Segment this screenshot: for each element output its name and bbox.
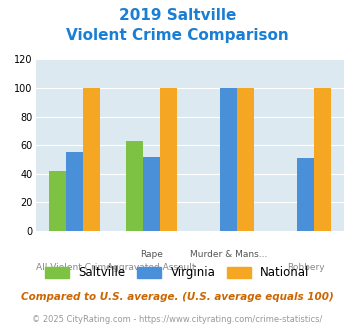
Text: Compared to U.S. average. (U.S. average equals 100): Compared to U.S. average. (U.S. average … [21,292,334,302]
Text: All Violent Crime: All Violent Crime [36,263,112,272]
Bar [83,88,100,231]
Text: Violent Crime Comparison: Violent Crime Comparison [66,28,289,43]
Bar [66,152,83,231]
Bar [237,88,254,231]
Bar [143,157,160,231]
Legend: Saltville, Virginia, National: Saltville, Virginia, National [41,262,314,284]
Text: Murder & Mans...: Murder & Mans... [190,250,267,259]
Bar [220,88,237,231]
Text: Robbery: Robbery [287,263,324,272]
Bar [297,158,314,231]
Text: 2019 Saltville: 2019 Saltville [119,8,236,23]
Bar [314,88,331,231]
Bar [126,141,143,231]
Text: © 2025 CityRating.com - https://www.cityrating.com/crime-statistics/: © 2025 CityRating.com - https://www.city… [32,315,323,324]
Text: Rape: Rape [140,250,163,259]
Text: Aggravated Assault: Aggravated Assault [107,263,196,272]
Bar [49,171,66,231]
Bar [160,88,177,231]
